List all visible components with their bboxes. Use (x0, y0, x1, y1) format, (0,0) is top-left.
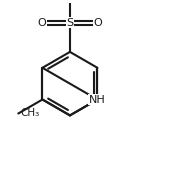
Text: S: S (66, 18, 74, 28)
Text: O: O (38, 18, 46, 28)
Text: CH₃: CH₃ (21, 109, 40, 118)
Text: O: O (93, 18, 102, 28)
Text: NH: NH (89, 94, 106, 105)
